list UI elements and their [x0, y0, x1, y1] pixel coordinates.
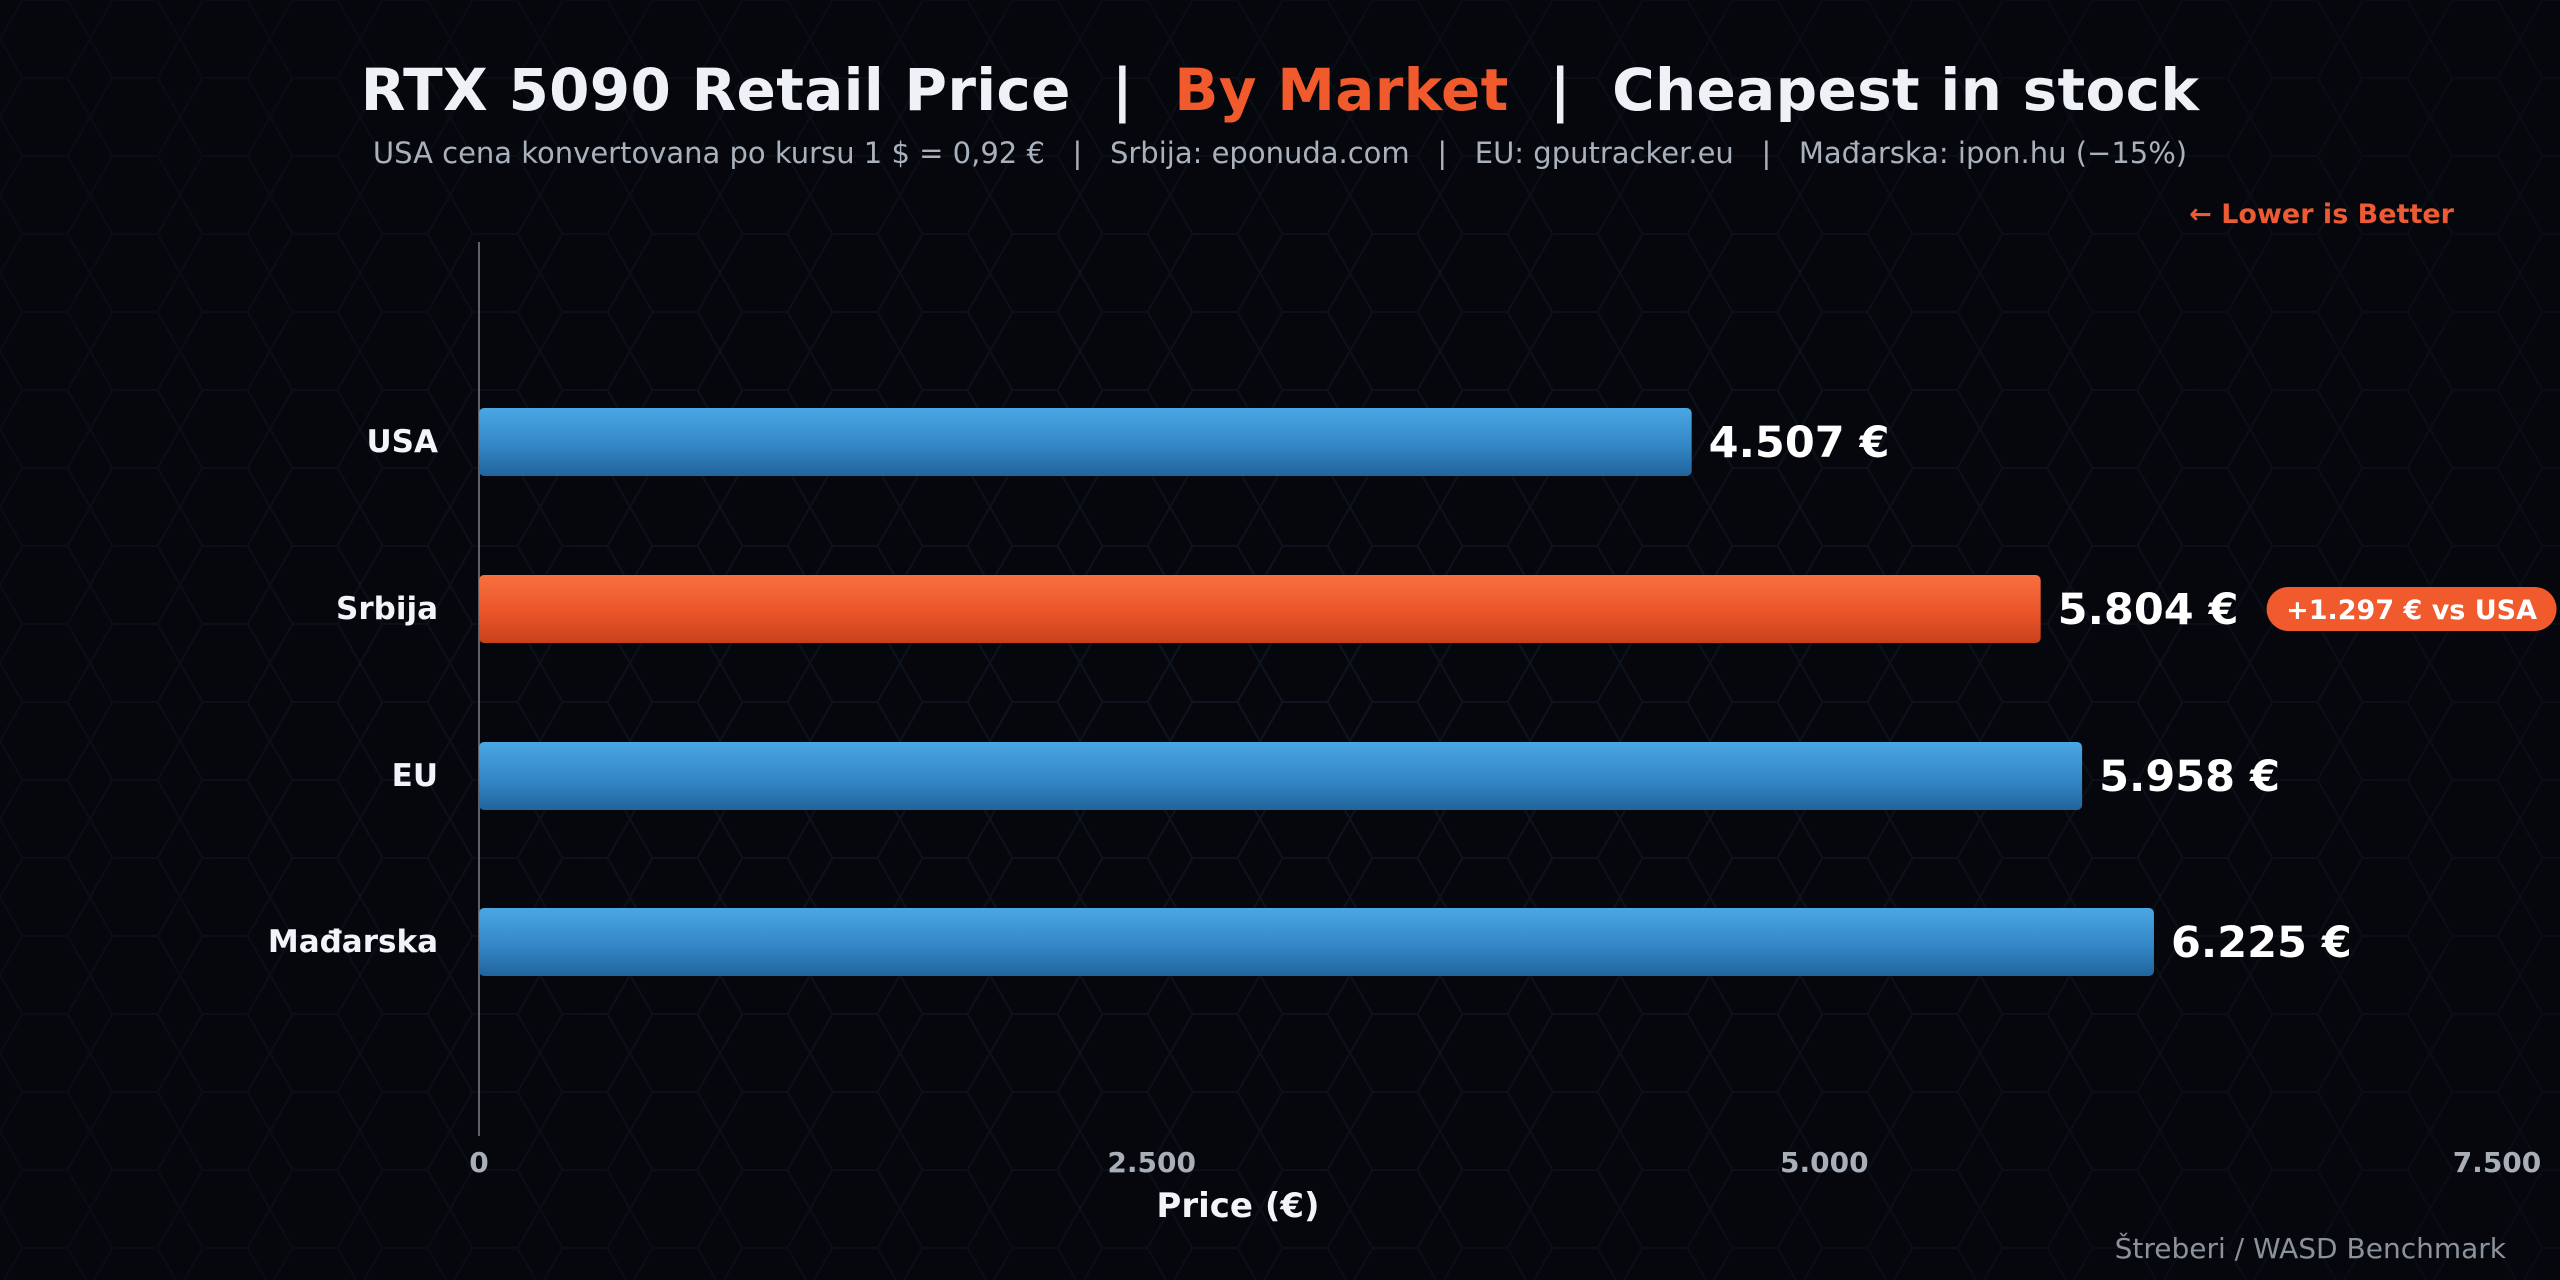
title-separator: |	[1070, 56, 1175, 124]
title-accent: By Market	[1174, 56, 1509, 124]
bar-srbija	[479, 575, 2041, 643]
chart-title: RTX 5090 Retail Price | By Market | Chea…	[0, 56, 2560, 124]
chart-subtitle: USA cena konvertovana po kursu 1 $ = 0,9…	[372, 136, 2188, 170]
title-main: RTX 5090 Retail Price	[360, 56, 1071, 124]
bar-mađarska	[479, 908, 2154, 976]
difference-badge-label: +1.297 € vs USA	[2286, 595, 2537, 626]
x-tick-label: 0	[469, 1146, 488, 1179]
difference-badge	[2266, 587, 2557, 631]
title-tail: Cheapest in stock	[1612, 56, 2200, 124]
x-tick-label: 5.000	[1780, 1146, 1869, 1179]
value-label: 5.804 €	[2058, 585, 2239, 635]
value-label: 5.958 €	[2099, 752, 2280, 802]
title-separator: |	[1508, 56, 1613, 124]
category-label: Srbija	[336, 591, 438, 627]
category-label: EU	[392, 758, 438, 794]
lower-is-better-note: ← Lower is Better	[2189, 199, 2454, 230]
category-label: Mađarska	[268, 924, 438, 960]
x-tick-label: 2.500	[1107, 1146, 1196, 1179]
x-axis-title: Price (€)	[1156, 1186, 1319, 1226]
source-credit: Štreberi / WASD Benchmark	[2114, 1232, 2506, 1265]
value-label: 4.507 €	[1709, 418, 1890, 468]
bar-usa	[479, 408, 1692, 476]
x-tick-label: 7.500	[2453, 1146, 2542, 1179]
value-label: 6.225 €	[2171, 918, 2352, 968]
bar-eu	[479, 742, 2083, 810]
category-label: USA	[367, 424, 439, 460]
